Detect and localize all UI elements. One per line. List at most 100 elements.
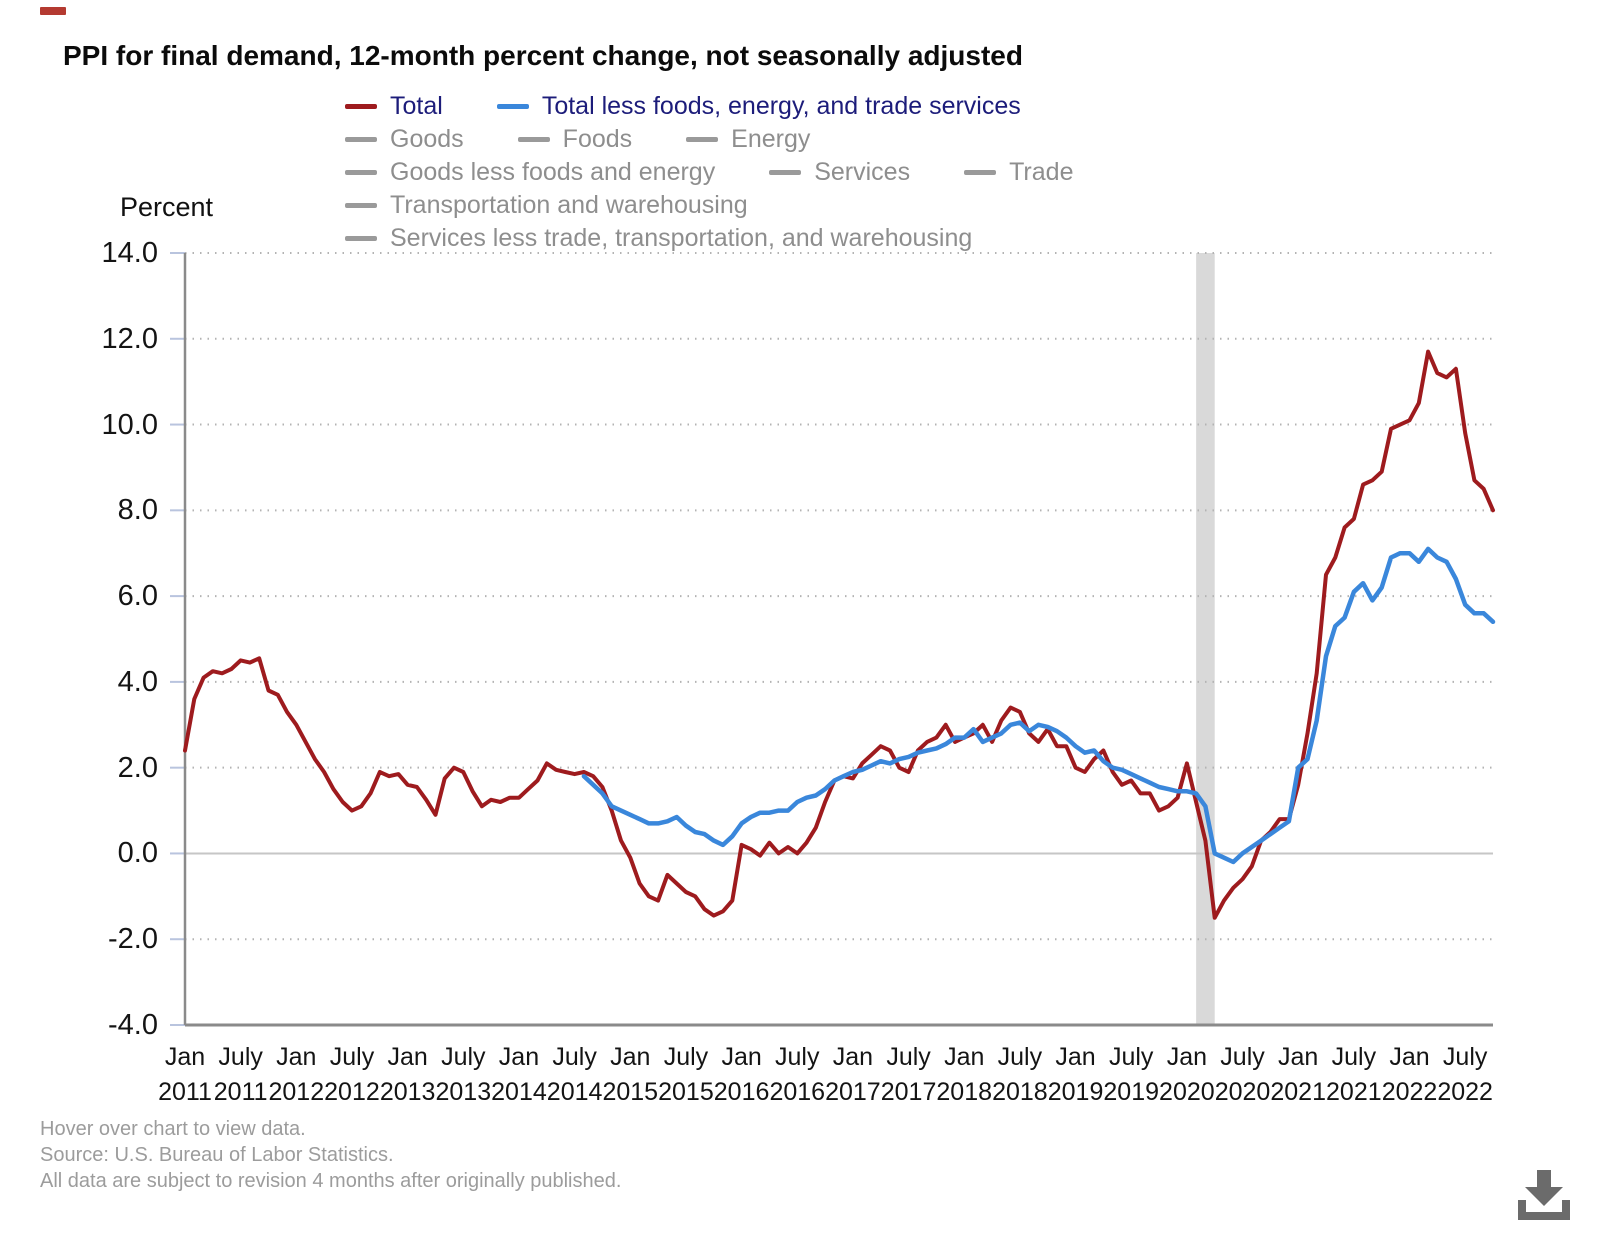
- x-tick-label: July 2018: [992, 1040, 1048, 1110]
- y-tick-label: 2.0: [117, 751, 158, 784]
- x-tick-month: July: [997, 1043, 1043, 1071]
- x-tick-year: 2017: [825, 1078, 881, 1106]
- x-tick-month: Jan: [1389, 1043, 1430, 1071]
- x-tick-label: July 2011: [214, 1040, 268, 1110]
- legend-swatch: [345, 104, 377, 109]
- x-tick-year: 2022: [1437, 1078, 1493, 1106]
- legend-swatch: [496, 104, 529, 109]
- legend-item-goods-less-foods-and-energy[interactable]: Goods less foods and energy: [345, 158, 715, 187]
- x-tick-label: July 2013: [435, 1040, 491, 1110]
- x-tick-year: 2013: [435, 1078, 492, 1106]
- x-tick-label: Jan 2022: [1382, 1040, 1438, 1110]
- legend-item-goods[interactable]: Goods: [345, 125, 464, 154]
- legend-swatch: [345, 236, 377, 241]
- x-tick-label: Jan 2018: [936, 1040, 992, 1110]
- x-tick-month: July: [329, 1043, 375, 1071]
- chart-title: PPI for final demand, 12-month percent c…: [63, 40, 1023, 71]
- screenshot-artifact-red: [40, 7, 66, 15]
- legend-label: Services less trade, transportation, and…: [390, 224, 973, 252]
- x-tick-label: July 2019: [1103, 1040, 1159, 1110]
- y-tick-label: 0.0: [117, 837, 158, 870]
- x-tick-month: Jan: [498, 1043, 540, 1071]
- legend-item-total-less-foods-energy-and-trade-services[interactable]: Total less foods, energy, and trade serv…: [496, 92, 1021, 121]
- y-tick-label: 14.0: [101, 237, 158, 269]
- x-tick-month: Jan: [1166, 1043, 1208, 1071]
- x-tick-month: July: [886, 1043, 931, 1071]
- legend-row: Goods less foods and energy Services Trade: [345, 156, 1345, 189]
- x-tick-year: 2017: [880, 1078, 937, 1106]
- x-tick-label: Jan 2014: [491, 1040, 547, 1110]
- x-tick-year: 2012: [324, 1078, 380, 1106]
- x-tick-month: July: [663, 1043, 709, 1071]
- x-tick-label: Jan 2011: [158, 1040, 212, 1110]
- legend-item-transportation-and-warehousing[interactable]: Transportation and warehousing: [345, 191, 748, 220]
- legend-swatch: [345, 203, 377, 208]
- download-button[interactable]: [1512, 1168, 1576, 1224]
- legend-label: Total: [390, 92, 443, 120]
- legend-item-total[interactable]: Total: [345, 92, 443, 121]
- x-tick-month: Jan: [164, 1043, 206, 1071]
- legend-swatch: [769, 170, 802, 175]
- chart-hover-region[interactable]: [185, 253, 1493, 1025]
- x-tick-month: Jan: [944, 1043, 985, 1071]
- legend-swatch: [345, 170, 377, 175]
- x-tick-month: Jan: [610, 1043, 651, 1071]
- legend-label: Energy: [731, 125, 811, 153]
- legend-label: Services: [814, 158, 911, 186]
- x-tick-year: 2019: [1047, 1078, 1104, 1106]
- x-tick-year: 2013: [379, 1078, 436, 1106]
- x-tick-label: July 2020: [1215, 1040, 1271, 1110]
- legend-label: Goods less foods and energy: [390, 158, 716, 186]
- x-tick-month: July: [1220, 1043, 1265, 1071]
- x-tick-label: July 2014: [547, 1040, 603, 1110]
- x-tick-year: 2022: [1381, 1078, 1438, 1106]
- x-tick-month: Jan: [387, 1043, 428, 1071]
- legend-row: Goods Foods Energy: [345, 123, 1345, 156]
- x-tick-label: Jan 2020: [1159, 1040, 1215, 1110]
- legend-swatch: [686, 137, 719, 142]
- x-tick-label: July 2017: [881, 1040, 937, 1110]
- y-tick-label: 12.0: [101, 322, 158, 355]
- x-tick-label: Jan 2013: [380, 1040, 436, 1110]
- x-tick-year: 2015: [658, 1078, 714, 1106]
- plot-area-svg: [170, 252, 1496, 1027]
- footnote-hover: Hover over chart to view data.: [40, 1118, 306, 1140]
- x-tick-month: Jan: [832, 1043, 874, 1071]
- footnote-source: Source: U.S. Bureau of Labor Statistics.: [40, 1144, 394, 1166]
- y-tick-label: 6.0: [117, 580, 158, 613]
- y-tick-label: 8.0: [117, 494, 158, 527]
- legend-swatch: [964, 170, 997, 175]
- legend-item-services-less-trade-transportation-and-warehousing[interactable]: Services less trade, transportation, and…: [345, 224, 972, 253]
- x-tick-year: 2011: [158, 1078, 212, 1106]
- x-tick-year: 2015: [602, 1078, 659, 1106]
- legend-item-energy[interactable]: Energy: [686, 125, 810, 154]
- x-tick-label: July 2015: [658, 1040, 714, 1110]
- x-tick-label: Jan 2017: [825, 1040, 881, 1110]
- x-tick-month: July: [1442, 1043, 1488, 1071]
- x-tick-label: July 2012: [324, 1040, 380, 1110]
- legend-row: Transportation and warehousing: [345, 189, 1345, 222]
- x-tick-month: July: [441, 1043, 486, 1071]
- x-tick-year: 2020: [1159, 1078, 1215, 1106]
- x-tick-year: 2021: [1326, 1078, 1382, 1106]
- x-tick-label: July 2021: [1326, 1040, 1382, 1110]
- x-tick-label: Jan 2019: [1048, 1040, 1104, 1110]
- x-tick-year: 2019: [1103, 1078, 1160, 1106]
- x-tick-month: July: [552, 1043, 597, 1071]
- x-tick-month: Jan: [1278, 1043, 1319, 1071]
- x-tick-year: 2016: [769, 1078, 826, 1106]
- x-tick-label: July 2016: [769, 1040, 825, 1110]
- chart-legend: Total Total less foods, energy, and trade…: [345, 90, 1345, 255]
- legend-item-trade[interactable]: Trade: [964, 158, 1073, 187]
- x-tick-year: 2018: [936, 1078, 993, 1106]
- legend-item-services[interactable]: Services: [769, 158, 910, 187]
- x-tick-year: 2020: [1214, 1078, 1271, 1106]
- legend-item-foods[interactable]: Foods: [517, 125, 632, 154]
- x-tick-month: July: [1108, 1043, 1154, 1071]
- x-tick-label: Jan 2016: [714, 1040, 770, 1110]
- chart-footnotes: Hover over chart to view data. Source: U…: [40, 1116, 621, 1194]
- x-tick-month: Jan: [1055, 1043, 1096, 1071]
- x-tick-month: Jan: [721, 1043, 762, 1071]
- y-tick-label: 4.0: [117, 665, 158, 698]
